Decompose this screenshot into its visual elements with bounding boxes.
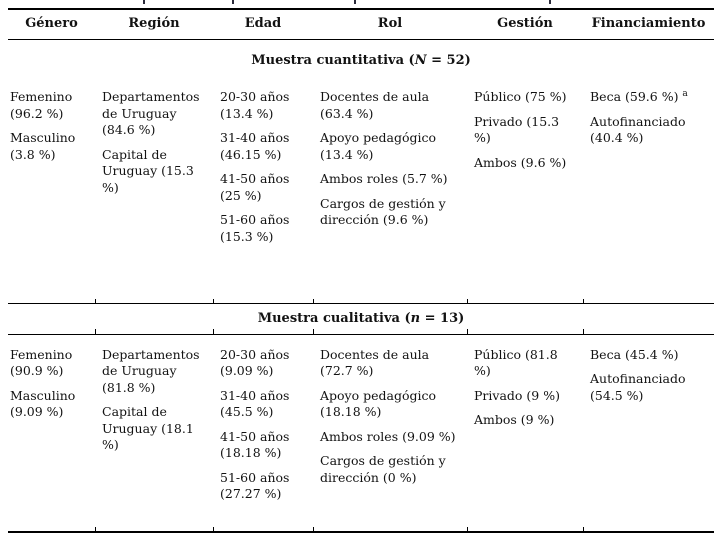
sample-size-symbol: N xyxy=(414,52,427,68)
cropped-caption-remnant xyxy=(0,0,722,5)
cell-item: Masculino (3.8 %) xyxy=(10,130,76,162)
rule-tick xyxy=(467,299,468,304)
col-header-gestion: Gestión xyxy=(467,9,583,40)
rule-tick xyxy=(313,527,314,532)
section-title-text: = 52) xyxy=(426,52,471,68)
cell-genero-cuant: Femenino (96.2 %) Masculino (3.8 %) xyxy=(8,81,95,303)
cell-item: Apoyo pedagógico (13.4 %) xyxy=(320,130,437,162)
section-title-text: = 13) xyxy=(420,311,465,326)
content-row-cuantitativa: Femenino (96.2 %) Masculino (3.8 %) Depar… xyxy=(8,81,714,303)
col-header-rol: Rol xyxy=(313,9,467,40)
cell-item: 51-60 años (27.27 %) xyxy=(220,469,290,502)
rule-tick xyxy=(95,329,96,334)
rule-tick xyxy=(467,527,468,532)
cell-item: Docentes de aula (72.7 %) xyxy=(320,346,430,379)
cell-rol-cual: Docentes de aula (72.7 %) Apoyo pedagógic… xyxy=(313,334,467,532)
section-title-text: Muestra cualitativa ( xyxy=(257,311,411,326)
cell-item: Departamentos de Uruguay (84.6 %) xyxy=(102,89,200,137)
content-row-cualitativa: Femenino (90.9 %) Masculino (9.09 %) Depa… xyxy=(8,334,714,532)
cell-item: Privado (9 %) xyxy=(474,387,560,403)
cell-item: Femenino (96.2 %) xyxy=(10,89,73,121)
rule-tick xyxy=(95,299,96,304)
rule-tick xyxy=(583,299,584,304)
cell-region-cuant: Departamentos de Uruguay (84.6 %) Capital… xyxy=(95,81,213,303)
cell-genero-cual: Femenino (90.9 %) Masculino (9.09 %) xyxy=(8,334,95,532)
cell-item: Beca (45.4 %) xyxy=(590,346,679,362)
cell-financiamiento-cuant: Beca (59.6 %) a Autofinanciado (40.4 %) xyxy=(583,81,714,303)
rule-tick xyxy=(583,329,584,334)
cell-item: 31-40 años (45.5 %) xyxy=(220,387,290,420)
cell-financiamiento-cual: Beca (45.4 %) Autofinanciado (54.5 %) xyxy=(583,334,714,532)
cell-item: Ambos (9.6 %) xyxy=(474,154,567,170)
section-cuantitativa: Muestra cuantitativa (N = 52) Femenino (… xyxy=(8,39,714,303)
cell-item: Capital de Uruguay (15.3 %) xyxy=(102,146,194,195)
cell-item: Ambos roles (5.7 %) xyxy=(320,171,448,186)
cell-item: Masculino (9.09 %) xyxy=(10,387,76,420)
rule-tick xyxy=(583,527,584,532)
footnote-marker: a xyxy=(682,88,688,99)
col-header-financiamiento: Financiamiento xyxy=(583,9,714,40)
cell-item: Ambos roles (9.09 %) xyxy=(320,428,456,444)
rule-tick xyxy=(213,527,214,532)
cell-item: Femenino (90.9 %) xyxy=(10,346,73,379)
cell-region-cual: Departamentos de Uruguay (81.8 %) Capital… xyxy=(95,334,213,532)
cell-item: Autofinanciado (40.4 %) xyxy=(590,113,686,146)
cell-item: 51-60 años (15.3 %) xyxy=(220,212,290,244)
col-header-edad: Edad xyxy=(213,9,313,40)
sample-size-symbol: n xyxy=(410,311,421,326)
rule-tick xyxy=(467,329,468,334)
section-heading-row-cuantitativa: Muestra cuantitativa (N = 52) xyxy=(8,39,714,81)
cell-item: Apoyo pedagógico (18.18 %) xyxy=(320,387,437,420)
cell-item: Público (81.8 %) xyxy=(474,346,558,379)
cell-item: Cargos de gestión y dirección (0 %) xyxy=(320,453,446,485)
rule-tick xyxy=(213,329,214,334)
cell-gestion-cual: Público (81.8 %) Privado (9 %) Ambos (9 %) xyxy=(467,334,583,532)
cell-item: 41-50 años (18.18 %) xyxy=(220,428,290,461)
cell-item: Cargos de gestión y dirección (9.6 %) xyxy=(320,195,446,228)
cell-item: Ambos (9 %) xyxy=(474,412,555,427)
col-header-region: Región xyxy=(95,9,213,40)
rule-tick xyxy=(313,299,314,304)
section-title-cualitativa: Muestra cualitativa (n = 13) xyxy=(8,302,714,335)
cell-item: Público (75 %) xyxy=(474,89,567,104)
rule-tick xyxy=(213,299,214,304)
cell-item: Departamentos de Uruguay (81.8 %) xyxy=(102,346,200,395)
rule-tick xyxy=(95,527,96,532)
cell-item: Docentes de aula (63.4 %) xyxy=(320,89,430,121)
table-header-row: Género Región Edad Rol Gestión Financiam… xyxy=(8,9,714,40)
cell-item: 20-30 años (9.09 %) xyxy=(220,346,290,379)
cell-item: 41-50 años (25 %) xyxy=(220,171,290,203)
cell-edad-cuant: 20-30 años (13.4 %) 31-40 años (46.15 %) 4… xyxy=(213,81,313,303)
cell-item: 31-40 años (46.15 %) xyxy=(220,130,290,162)
cell-item: 20-30 años (13.4 %) xyxy=(220,89,290,121)
section-title-text: Muestra cuantitativa ( xyxy=(251,52,415,68)
cell-item: Capital de Uruguay (18.1 %) xyxy=(102,404,194,452)
cell-item: Privado (15.3 %) xyxy=(474,113,560,146)
section-title-cuantitativa: Muestra cuantitativa (N = 52) xyxy=(8,39,714,81)
cell-gestion-cuant: Público (75 %) Privado (15.3 %) Ambos (9.6… xyxy=(467,81,583,303)
section-cualitativa: Muestra cualitativa (n = 13) Femenino (9… xyxy=(8,302,714,532)
rule-tick xyxy=(313,329,314,334)
sample-characteristics-table: Género Región Edad Rol Gestión Financiam… xyxy=(8,8,714,533)
cell-item: Beca (59.6 %) a xyxy=(590,88,688,104)
cell-item: Autofinanciado (54.5 %) xyxy=(590,371,686,403)
cell-rol-cuant: Docentes de aula (63.4 %) Apoyo pedagógic… xyxy=(313,81,467,303)
cell-edad-cual: 20-30 años (9.09 %) 31-40 años (45.5 %) 41… xyxy=(213,334,313,532)
section-heading-row-cualitativa: Muestra cualitativa (n = 13) xyxy=(8,302,714,335)
col-header-genero: Género xyxy=(8,9,95,40)
